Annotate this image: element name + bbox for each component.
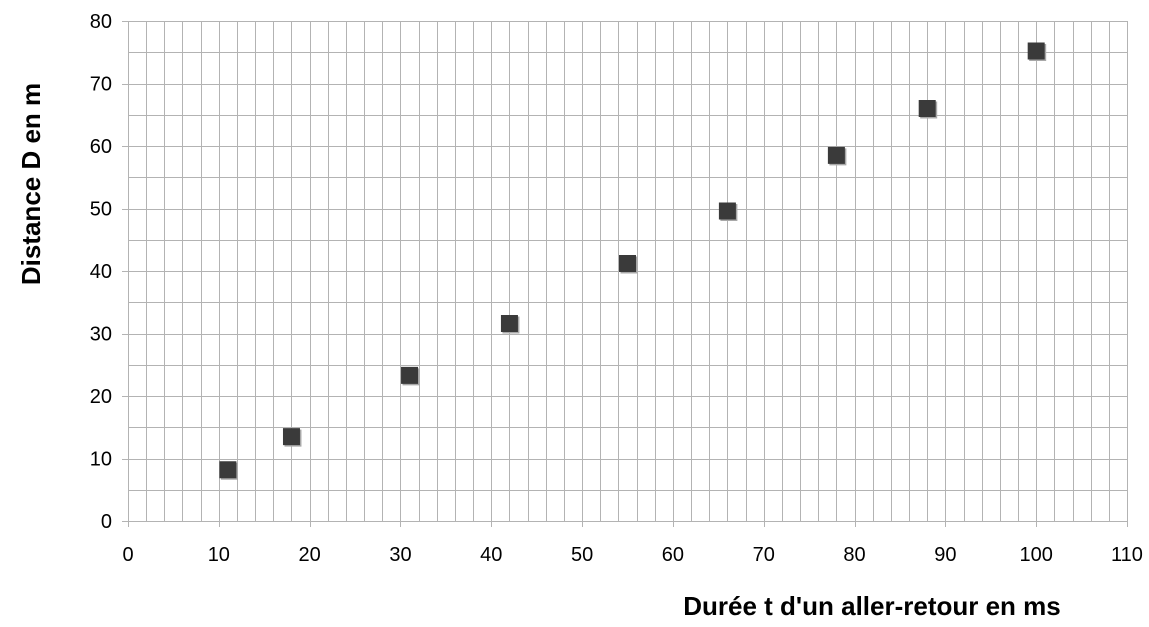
x-tick-label: 100 bbox=[1019, 544, 1052, 566]
y-axis-title: Distance D en m bbox=[16, 83, 46, 285]
data-point bbox=[283, 428, 300, 445]
x-tick-label: 20 bbox=[299, 544, 321, 566]
y-tick-label: 10 bbox=[90, 449, 112, 471]
y-tick-label: 20 bbox=[90, 386, 112, 408]
data-point bbox=[1028, 43, 1045, 60]
x-tick-label: 70 bbox=[753, 544, 775, 566]
data-point bbox=[501, 315, 518, 332]
y-tick-label: 30 bbox=[90, 324, 112, 346]
data-point bbox=[719, 203, 736, 220]
x-tick-label: 110 bbox=[1111, 544, 1143, 566]
data-point bbox=[828, 147, 845, 164]
x-tick-label: 50 bbox=[571, 544, 593, 566]
data-point bbox=[219, 461, 236, 478]
data-point bbox=[919, 100, 936, 117]
data-point bbox=[619, 255, 636, 272]
x-tick-labels: 0 10 20 30 40 50 60 70 80 90 100 110 bbox=[122, 544, 1143, 566]
data-points bbox=[219, 43, 1046, 480]
x-tick-label: 30 bbox=[389, 544, 411, 566]
y-tick-label: 80 bbox=[90, 11, 112, 33]
y-tick-label: 70 bbox=[90, 74, 112, 96]
y-tick-label: 40 bbox=[90, 261, 112, 283]
y-tick-label: 50 bbox=[90, 199, 112, 221]
x-tick-label: 0 bbox=[122, 544, 133, 566]
x-tick-label: 90 bbox=[934, 544, 956, 566]
x-axis-title: Durée t d'un aller-retour en ms bbox=[683, 591, 1060, 621]
y-tick-label: 60 bbox=[90, 136, 112, 158]
axes bbox=[122, 22, 1128, 528]
x-tick-label: 80 bbox=[843, 544, 865, 566]
data-point bbox=[401, 367, 418, 384]
y-tick-label: 0 bbox=[101, 511, 112, 533]
x-tick-label: 60 bbox=[662, 544, 684, 566]
x-tick-label: 10 bbox=[208, 544, 230, 566]
y-tick-labels: 0 10 20 30 40 50 60 70 80 bbox=[90, 11, 112, 533]
x-tick-label: 40 bbox=[480, 544, 502, 566]
